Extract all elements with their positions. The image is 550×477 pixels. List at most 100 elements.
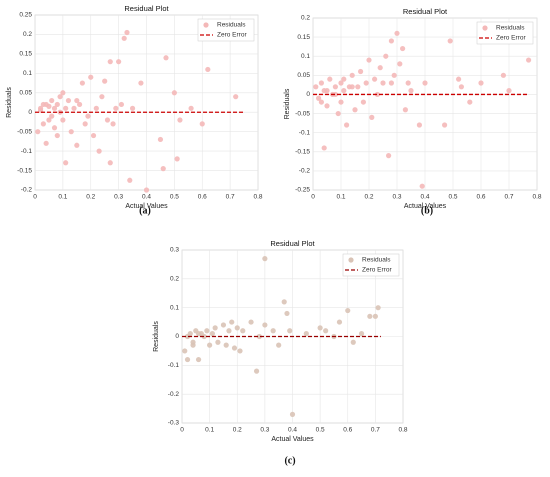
y-tick-label: 0.2 [301,15,310,22]
x-tick-label: 0.7 [226,194,235,201]
y-tick-label: 0 [175,333,179,340]
point [184,333,191,340]
caption: (b) [421,205,433,216]
point [174,156,180,162]
point [327,76,333,82]
point [335,110,341,117]
point [237,348,243,354]
x-tick-label: 0.2 [233,427,242,434]
point [177,117,183,123]
chart-title: Residual Plot [403,7,448,16]
caption: (a) [139,205,151,216]
point [171,90,177,96]
point [375,305,381,311]
y-tick-label: 0.3 [170,247,179,254]
y-tick-label: -0.2 [299,168,311,175]
x-tick-label: 0.3 [260,427,269,434]
y-tick-label: 0.05 [297,72,310,79]
point [352,107,358,113]
point [163,55,169,61]
chart: -0.3 -0.2 -0.1 0 0.1 0.2 0.3 0 0.1 0.2 0.3 0.4 0.5 0.… [153,239,408,466]
x-tick-label: 0.4 [142,194,151,201]
point [74,142,80,148]
x-tick-label: 0.2 [86,194,95,201]
y-tick-label: -0.1 [168,362,180,369]
point [303,331,309,337]
point [253,368,260,374]
legend-label: Zero Error [217,32,247,39]
y-tick-label: 0.25 [19,12,32,19]
point [338,80,344,86]
point [121,35,127,41]
point [419,183,425,189]
point [374,91,380,98]
point [323,328,329,334]
point [456,76,462,82]
y-tick-label: -0.15 [17,167,32,174]
x-tick-label: 0.6 [198,194,207,201]
point [102,78,108,84]
point [422,80,428,86]
y-axis-label: Residuals [284,88,291,119]
x-tick-label: 0.5 [316,427,325,434]
point [377,65,383,71]
point [104,117,111,123]
point [284,310,290,317]
x-tick-label: 0.6 [476,194,485,201]
point [43,140,49,146]
point [51,105,58,111]
point [90,132,97,139]
point [77,101,83,108]
y-tick-label: 0.1 [301,53,310,60]
legend-label: Zero Error [496,35,526,42]
x-tick-label: 0.1 [336,194,345,201]
point [367,313,373,319]
point [215,339,221,345]
legend-label: Residuals [496,25,525,32]
point [372,76,378,82]
point [281,299,287,305]
point [388,80,394,86]
point [248,319,254,325]
point [478,80,484,86]
x-tick-label: 0.1 [58,194,67,201]
point [231,345,238,351]
point [262,322,268,328]
point [500,72,506,78]
x-tick-label: 0.5 [448,194,457,201]
point [386,153,392,159]
point [447,38,453,44]
y-tick-label: -0.25 [295,187,310,194]
x-tick-label: 0 [180,427,184,434]
point [116,59,122,65]
y-tick-label: -0.1 [299,129,311,136]
x-tick-label: 0.7 [371,427,380,434]
caption: (c) [284,455,295,466]
point [349,72,355,78]
point [341,76,347,82]
point [363,80,369,86]
point [110,121,116,127]
point [195,331,202,337]
y-tick-label: -0.3 [168,420,180,427]
point [129,105,136,111]
point [226,328,232,334]
point [313,84,319,90]
point [321,88,327,94]
point [124,29,130,36]
y-tick-label: 0 [28,109,32,116]
x-tick-label: 0.7 [504,194,513,201]
chart: -0.2 -0.15 -0.1 -0.05 0 0.05 0.1 0.15 0.2 0.25 0 0.… [6,4,263,216]
point [408,88,414,94]
x-tick-label: 0.5 [170,194,179,201]
point [40,121,46,127]
point [458,84,464,90]
y-tick-label: 0.2 [170,276,179,283]
point [157,136,164,143]
point [223,342,229,348]
point [416,122,422,128]
y-tick-label: 0.1 [23,70,32,77]
x-axis-label: Actual Values [125,203,168,210]
point [182,348,188,354]
